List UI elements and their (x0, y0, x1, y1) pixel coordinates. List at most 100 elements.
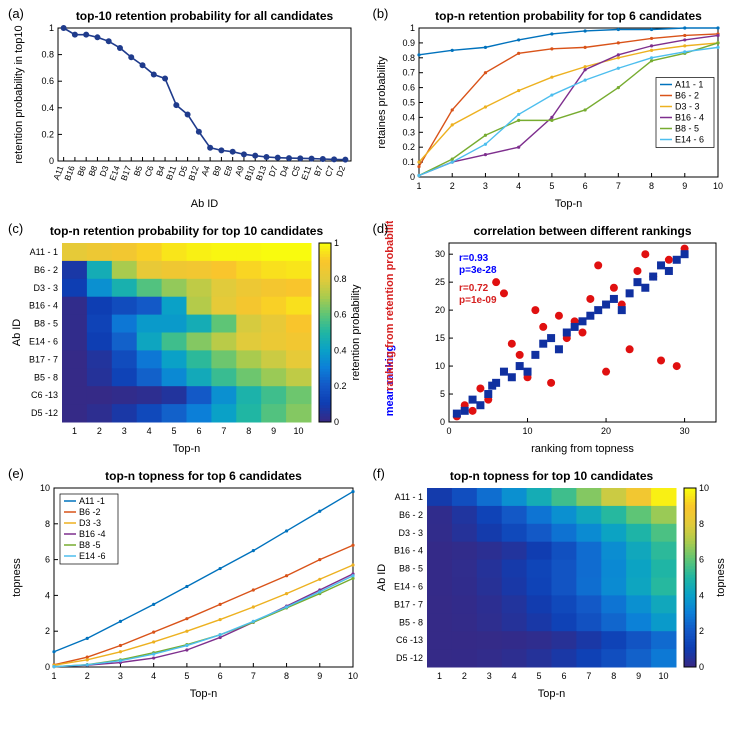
svg-text:B17 - 7: B17 - 7 (29, 354, 58, 364)
svg-text:Top-n: Top-n (190, 688, 218, 700)
svg-text:4: 4 (516, 181, 521, 191)
svg-text:C7: C7 (323, 164, 336, 178)
svg-text:0.4: 0.4 (402, 112, 415, 122)
svg-text:6: 6 (561, 671, 566, 681)
svg-text:0: 0 (446, 426, 451, 436)
panel-e: (e) top-n topness for top 6 candidates02… (6, 466, 363, 701)
panel-b: (b) top-n retention probability for top … (371, 6, 728, 211)
svg-text:A11 - 1: A11 - 1 (30, 247, 58, 257)
svg-text:0.8: 0.8 (334, 274, 347, 284)
svg-text:Ab ID: Ab ID (11, 319, 23, 347)
svg-text:D5 -12: D5 -12 (395, 653, 422, 663)
panel-d: (d) correlation between different rankin… (371, 221, 728, 456)
svg-text:10: 10 (712, 181, 722, 191)
svg-text:2: 2 (449, 181, 454, 191)
svg-text:9: 9 (682, 181, 687, 191)
svg-text:0.6: 0.6 (334, 310, 347, 320)
svg-text:E14 - 6: E14 - 6 (393, 581, 422, 591)
svg-text:top-n topness for top 6 candid: top-n topness for top 6 candidates (105, 469, 302, 483)
svg-text:0.2: 0.2 (402, 142, 415, 152)
svg-text:10: 10 (348, 671, 358, 681)
chart-f: top-n topness for top 10 candidatesA11 -… (371, 466, 726, 701)
svg-text:6: 6 (218, 671, 223, 681)
panel-a-label: (a) (8, 6, 24, 21)
svg-text:6: 6 (45, 555, 50, 565)
svg-text:0.7: 0.7 (402, 68, 415, 78)
svg-text:Ab ID: Ab ID (376, 564, 388, 592)
svg-text:10: 10 (658, 671, 668, 681)
svg-text:B16 - 4: B16 - 4 (675, 113, 704, 123)
svg-text:25: 25 (434, 277, 444, 287)
svg-text:8: 8 (45, 519, 50, 529)
svg-text:20: 20 (601, 426, 611, 436)
svg-text:C6 -13: C6 -13 (31, 390, 58, 400)
svg-text:4: 4 (699, 590, 704, 600)
svg-text:7: 7 (221, 426, 226, 436)
svg-text:E8: E8 (222, 164, 235, 177)
svg-text:8: 8 (611, 671, 616, 681)
svg-text:0.3: 0.3 (402, 127, 415, 137)
svg-text:B6 - 2: B6 - 2 (398, 510, 422, 520)
panel-b-label: (b) (373, 6, 389, 21)
svg-text:4: 4 (147, 426, 152, 436)
svg-text:B16 - 4: B16 - 4 (29, 301, 58, 311)
svg-text:10: 10 (434, 361, 444, 371)
chart-a: top-10 retention probability for all can… (6, 6, 361, 211)
svg-text:5: 5 (536, 671, 541, 681)
chart-d: correlation between different rankings01… (371, 221, 726, 456)
chart-c: top-n retention probability for top 10 c… (6, 221, 361, 456)
svg-text:B17 - 7: B17 - 7 (393, 599, 422, 609)
svg-text:B5 - 8: B5 - 8 (34, 372, 58, 382)
svg-text:0.2: 0.2 (41, 129, 54, 139)
svg-text:8: 8 (284, 671, 289, 681)
svg-text:r=0.93: r=0.93 (459, 253, 489, 264)
svg-text:30: 30 (679, 426, 689, 436)
svg-text:B5 - 8: B5 - 8 (398, 617, 422, 627)
svg-text:ranking from topness: ranking from topness (531, 443, 634, 455)
svg-text:6: 6 (582, 181, 587, 191)
svg-text:0: 0 (409, 172, 414, 182)
svg-text:5: 5 (439, 389, 444, 399)
svg-text:B8 - 5: B8 - 5 (675, 124, 699, 134)
svg-text:7: 7 (251, 671, 256, 681)
svg-text:Top-n: Top-n (554, 198, 582, 210)
svg-text:retaines probability: retaines probability (376, 56, 388, 149)
svg-text:9: 9 (317, 671, 322, 681)
svg-text:0.6: 0.6 (41, 76, 54, 86)
svg-text:9: 9 (271, 426, 276, 436)
chart-b: top-n retention probability for top 6 ca… (371, 6, 726, 211)
chart-e: top-n topness for top 6 candidates024681… (6, 466, 361, 701)
svg-text:D3 - 3: D3 - 3 (675, 102, 700, 112)
svg-text:top-10 retention probability f: top-10 retention probability for all can… (76, 9, 334, 23)
svg-text:p=3e-28: p=3e-28 (459, 265, 497, 276)
panel-f-label: (f) (373, 466, 385, 481)
svg-text:10: 10 (40, 483, 50, 493)
svg-text:D5 -12: D5 -12 (31, 408, 58, 418)
svg-text:15: 15 (434, 333, 444, 343)
svg-text:0.5: 0.5 (402, 98, 415, 108)
svg-text:B16 -4: B16 -4 (79, 529, 106, 539)
panel-c-label: (c) (8, 221, 23, 236)
svg-text:0.2: 0.2 (334, 381, 347, 391)
panel-e-label: (e) (8, 466, 24, 481)
svg-text:E14 - 6: E14 - 6 (29, 336, 58, 346)
svg-text:B6 - 2: B6 - 2 (675, 91, 699, 101)
svg-text:top-n retention probability fo: top-n retention probability for top 6 ca… (435, 9, 702, 23)
svg-text:1: 1 (409, 23, 414, 33)
svg-text:E14 -6: E14 -6 (79, 551, 106, 561)
svg-text:2: 2 (461, 671, 466, 681)
svg-text:retention probability in top10: retention probability in top10 (13, 25, 25, 163)
svg-text:Top-n: Top-n (173, 443, 201, 455)
svg-text:3: 3 (118, 671, 123, 681)
svg-text:5: 5 (549, 181, 554, 191)
svg-text:B6 -2: B6 -2 (79, 507, 101, 517)
svg-text:D2: D2 (334, 164, 347, 178)
svg-text:4: 4 (45, 590, 50, 600)
svg-text:0.1: 0.1 (402, 157, 415, 167)
svg-text:top-n retention probability fo: top-n retention probability for top 10 c… (50, 224, 324, 238)
svg-text:B6: B6 (75, 164, 88, 177)
svg-text:30: 30 (434, 249, 444, 259)
svg-text:8: 8 (699, 519, 704, 529)
svg-text:B6 - 2: B6 - 2 (34, 265, 58, 275)
svg-text:B16 - 4: B16 - 4 (393, 546, 422, 556)
